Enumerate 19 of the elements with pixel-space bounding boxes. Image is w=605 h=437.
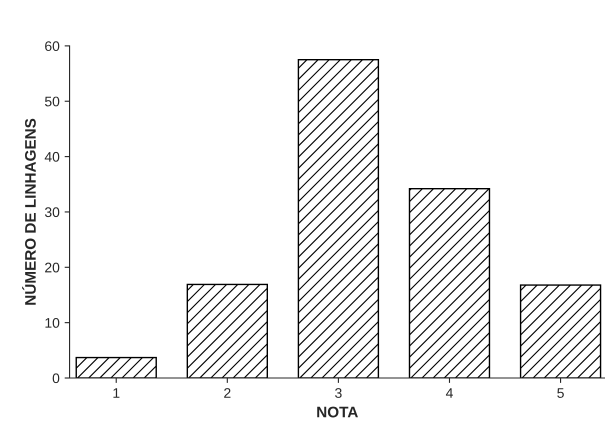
bar bbox=[186, 284, 268, 378]
bar bbox=[520, 284, 602, 378]
x-tick-label: 1 bbox=[113, 388, 120, 398]
y-tick-label: 10 bbox=[45, 318, 60, 328]
x-axis-title: NOTA bbox=[317, 406, 358, 418]
y-tick-label: 40 bbox=[44, 152, 60, 162]
y-tick-label: 50 bbox=[44, 96, 60, 106]
y-axis-title: NÚMERO DE LINHAGENS bbox=[22, 118, 36, 305]
x-tick-label: 2 bbox=[224, 388, 230, 398]
bar bbox=[298, 59, 380, 378]
y-tick-label: 30 bbox=[44, 207, 60, 218]
y-tick-label: 60 bbox=[45, 41, 60, 52]
bar bbox=[76, 356, 157, 378]
x-tick-label: 4 bbox=[446, 388, 453, 398]
y-tick-label: 20 bbox=[45, 262, 60, 272]
x-tick-label: 5 bbox=[557, 388, 564, 398]
x-tick-label: 3 bbox=[335, 388, 342, 398]
bar bbox=[408, 188, 490, 378]
y-tick-label: 0 bbox=[52, 373, 60, 384]
